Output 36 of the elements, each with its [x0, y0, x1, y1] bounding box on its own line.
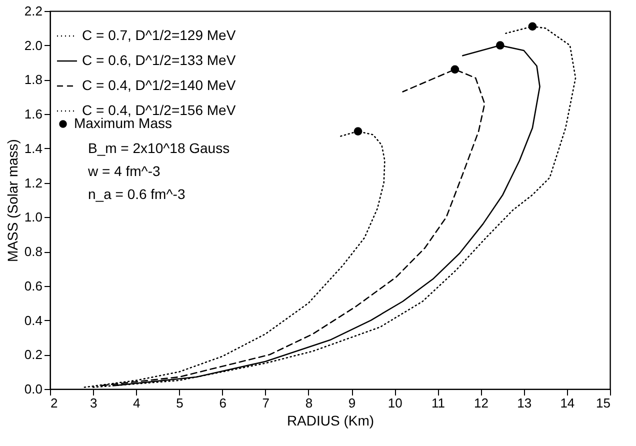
annotation: w = 4 fm^-3: [87, 163, 161, 179]
x-tick-label: 3: [90, 396, 98, 410]
x-tick-label: 5: [176, 396, 184, 410]
annotation: n_a = 0.6 fm^-3: [88, 186, 186, 202]
y-tick-label: 0.6: [24, 278, 42, 294]
x-tick-label: 15: [596, 396, 610, 410]
y-tick-label: 0.4: [24, 312, 42, 328]
x-tick-label: 13: [517, 396, 532, 410]
x-tick-label: 7: [262, 396, 270, 410]
legend-label: C = 0.4, D^1/2=156 MeV: [82, 102, 236, 118]
x-tick-label: 14: [560, 396, 575, 410]
x-tick-label: 10: [388, 396, 402, 410]
x-tick-label: 6: [219, 396, 226, 410]
x-tick-label: 8: [305, 396, 313, 410]
legend-label: C = 0.6, D^1/2=133 MeV: [82, 52, 236, 68]
y-tick-label: 2.0: [24, 38, 42, 53]
legend-label: Maximum Mass: [74, 115, 172, 131]
y-tick-label: 0.2: [24, 347, 42, 362]
x-axis-title: RADIUS (Km): [286, 412, 374, 428]
y-tick-label: 1.8: [24, 72, 42, 88]
legend-label: C = 0.7, D^1/2=129 MeV: [82, 27, 236, 43]
x-tick-label: 4: [133, 396, 140, 410]
y-tick-label: 2.2: [24, 4, 42, 18]
y-tick-label: 1.4: [24, 140, 42, 156]
legend-label: C = 0.4, D^1/2=140 MeV: [82, 77, 236, 93]
x-tick-label: 9: [348, 396, 356, 410]
y-tick-label: 1.6: [24, 106, 42, 122]
y-tick-label: 0.0: [24, 382, 42, 396]
y-axis-title: MASS (Solar mass): [4, 139, 20, 262]
y-tick-label: 0.8: [24, 244, 42, 260]
x-tick-label: 12: [474, 396, 489, 410]
x-tick-label: 11: [431, 396, 445, 410]
y-tick-label: 1.0: [24, 210, 42, 225]
annotation: B_m = 2x10^18 Gauss: [88, 140, 230, 156]
y-tick-label: 1.2: [24, 175, 42, 190]
x-tick-label: 2: [50, 396, 58, 410]
